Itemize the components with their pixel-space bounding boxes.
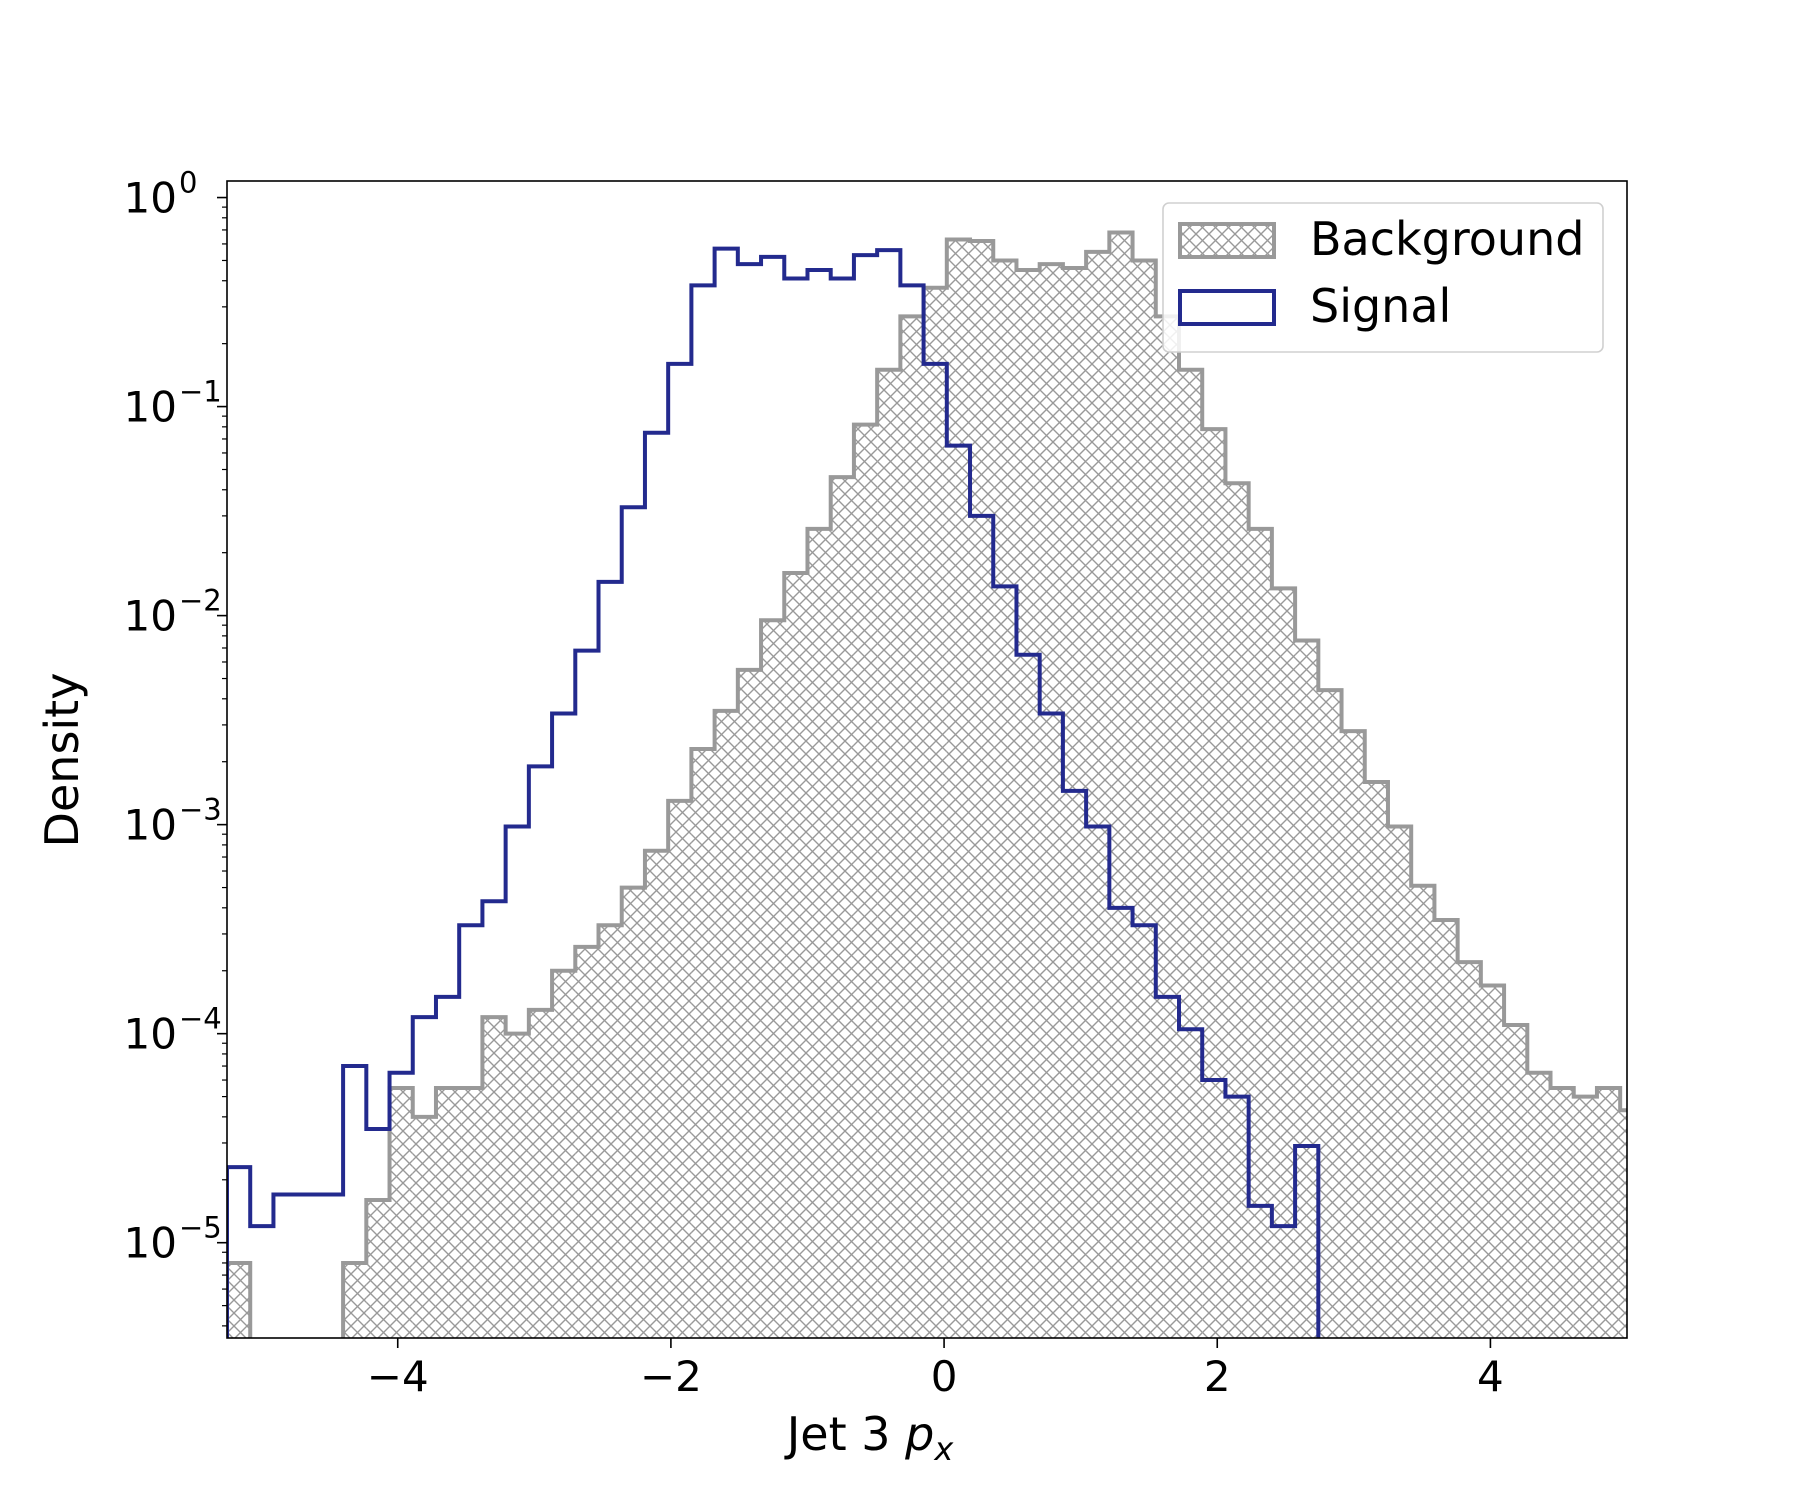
x-axis-label-main: Jet 3 (784, 1407, 905, 1461)
background-bar (1596, 1087, 1621, 1338)
y-tick-label: 10 (124, 383, 177, 432)
x-axis-label: Jet 3 px (784, 1407, 955, 1468)
plot-frame (226, 180, 1628, 1339)
background-outline (227, 230, 1627, 1338)
background-bar (900, 316, 924, 1338)
y-tick-label: 10 (124, 1219, 177, 1268)
background-bar (993, 260, 1017, 1338)
background-bar (621, 887, 645, 1338)
y-tick-exponent: −4 (179, 1002, 222, 1036)
background-bar (1690, 1200, 1713, 1343)
background-bar (668, 800, 692, 1338)
background-bar (412, 1116, 436, 1338)
legend-swatch-background (1178, 222, 1276, 259)
background-bar (1179, 369, 1203, 1338)
background-bar (1109, 232, 1133, 1338)
background-bar (714, 710, 738, 1338)
background-bar (1504, 1025, 1528, 1338)
y-tick-label: 10 (124, 174, 177, 223)
legend-label-signal: Signal (1310, 279, 1451, 333)
background-bar (1480, 985, 1505, 1338)
background-bar (877, 369, 901, 1338)
y-tick-label: 10 (124, 801, 177, 850)
y-tick-exponent: 0 (179, 166, 197, 200)
background-bar (1318, 690, 1342, 1338)
legend: Background Signal (1162, 202, 1604, 353)
background-bar (807, 528, 831, 1338)
x-axis-ticks: −4 −2 0 2 4 (367, 1338, 1504, 1401)
background-bar (644, 850, 669, 1338)
background-bar (1062, 268, 1087, 1338)
background-bar (1248, 528, 1272, 1338)
background-bar (1155, 316, 1179, 1338)
x-tick-label: 4 (1477, 1352, 1504, 1401)
background-bar (1225, 483, 1249, 1338)
x-axis-label-sub: x (933, 1430, 954, 1468)
background-bar (552, 970, 576, 1338)
background-bar (343, 1262, 367, 1338)
background-bar (946, 239, 971, 1338)
y-tick-label: 10 (124, 1010, 177, 1059)
legend-swatch-signal (1178, 289, 1276, 326)
background-bar (923, 287, 947, 1338)
signal-line (227, 246, 1321, 1338)
background-bar (1457, 962, 1481, 1338)
y-tick-exponent: −2 (179, 584, 222, 618)
background-series-layer (227, 230, 1713, 1343)
background-bar (598, 925, 622, 1338)
background-bar (1202, 429, 1226, 1338)
background-bar (784, 572, 808, 1338)
background-bar (1295, 640, 1319, 1338)
background-bar (435, 1087, 460, 1338)
x-tick-label: −4 (367, 1352, 429, 1401)
background-bar (1667, 1200, 1690, 1343)
x-tick-label: 2 (1204, 1352, 1231, 1401)
background-bar (1132, 260, 1156, 1338)
background-bar (830, 477, 854, 1338)
background-bar (227, 1262, 251, 1338)
background-bar (1527, 1072, 1551, 1338)
background-bar (1434, 919, 1458, 1338)
background-bar (691, 749, 715, 1338)
background-bar (737, 669, 762, 1338)
background-bar (1039, 264, 1063, 1338)
background-bar (575, 946, 599, 1338)
background-bar (1550, 1087, 1574, 1338)
background-bar (1086, 251, 1110, 1338)
y-tick-exponent: −1 (179, 375, 222, 409)
background-bar (1620, 1110, 1627, 1338)
background-bar (1341, 731, 1365, 1338)
background-bar (1411, 885, 1435, 1338)
background-bar (1573, 1096, 1597, 1338)
x-axis-label-var: p (904, 1407, 934, 1461)
background-bar (853, 424, 878, 1338)
x-tick-label: −2 (640, 1352, 702, 1401)
background-bar (1271, 588, 1296, 1338)
background-bar (389, 1087, 413, 1338)
background-bar (505, 1033, 529, 1338)
background-bar (528, 1009, 553, 1338)
signal-series-layer (227, 246, 1321, 1338)
y-tick-label: 10 (124, 592, 177, 641)
background-bar (761, 620, 785, 1338)
legend-label-background: Background (1310, 212, 1584, 266)
x-tick-label: 0 (931, 1352, 958, 1401)
background-bar (1364, 781, 1388, 1338)
y-tick-exponent: −5 (179, 1211, 222, 1245)
background-bar (970, 240, 994, 1338)
y-axis-label: Density (35, 673, 89, 848)
y-tick-exponent: −3 (179, 793, 222, 827)
background-bar (482, 1017, 506, 1338)
background-bar (1643, 1143, 1666, 1343)
background-bar (366, 1200, 390, 1338)
background-bar (1387, 826, 1412, 1338)
background-bar (1016, 270, 1040, 1338)
background-bar (459, 1087, 483, 1338)
